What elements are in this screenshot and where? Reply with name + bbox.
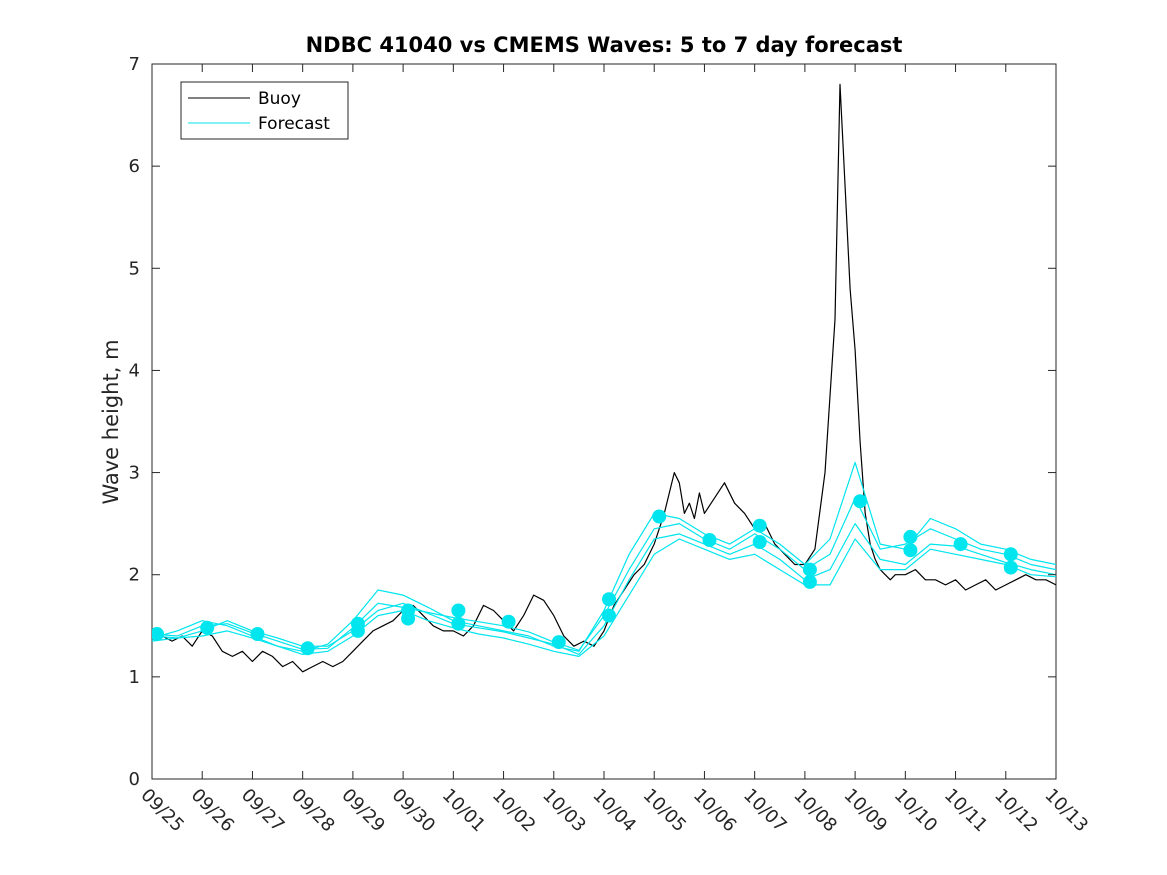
forecast-marker <box>602 608 616 623</box>
plot-frame <box>151 63 1057 780</box>
x-tick-label: 09/29 <box>337 785 389 837</box>
forecast-marker <box>853 494 868 509</box>
x-axis: 09/2509/2609/2709/2809/2909/3010/0110/02… <box>136 64 1092 836</box>
forecast-marker <box>1003 547 1018 562</box>
forecast-marker <box>702 533 717 547</box>
x-tick-label: 10/11 <box>940 785 992 837</box>
y-tick-label: 7 <box>129 54 140 75</box>
forecast-marker <box>903 543 918 558</box>
y-tick-label: 3 <box>129 463 140 484</box>
x-tick-label: 09/26 <box>187 785 239 837</box>
chart-title: NDBC 41040 vs CMEMS Waves: 5 to 7 day fo… <box>306 33 903 57</box>
forecast-series-line-4 <box>152 538 1056 658</box>
x-tick-label: 10/08 <box>789 785 841 837</box>
forecast-marker <box>602 592 616 607</box>
forecast-marker <box>551 635 566 650</box>
forecast-marker <box>451 603 466 618</box>
x-tick-label: 10/13 <box>1040 785 1092 837</box>
forecast-marker <box>350 623 365 638</box>
forecast-marker <box>652 509 667 524</box>
legend-label-buoy: Buoy <box>258 89 301 109</box>
x-tick-label: 10/03 <box>538 785 590 837</box>
y-tick-label: 0 <box>129 769 140 790</box>
forecast-marker <box>752 535 767 549</box>
forecast-marker <box>802 574 817 589</box>
y-axis-label: Wave height, m <box>99 339 123 504</box>
legend-box <box>180 81 349 140</box>
forecast-marker <box>752 518 767 533</box>
y-axis: 0 1 2 3 4 5 6 7 <box>129 54 1056 790</box>
x-tick-label: 09/25 <box>136 785 188 837</box>
x-tick-label: 10/04 <box>588 785 640 837</box>
forecast-marker <box>953 537 968 552</box>
forecast-series-line-3 <box>152 522 1056 656</box>
y-tick-label: 4 <box>129 360 140 381</box>
x-tick-label: 10/05 <box>639 785 691 837</box>
x-tick-label: 09/28 <box>287 785 339 837</box>
buoy-series-line <box>152 83 1056 673</box>
forecast-marker <box>451 616 466 631</box>
y-tick-label: 1 <box>129 667 140 688</box>
forecast-marker <box>501 614 516 629</box>
x-tick-label: 10/09 <box>840 785 892 837</box>
x-tick-label: 10/01 <box>438 785 490 837</box>
y-tick-label: 2 <box>129 565 140 586</box>
x-tick-label: 10/07 <box>739 785 791 837</box>
forecast-marker <box>401 611 416 626</box>
x-tick-label: 10/10 <box>890 785 942 837</box>
x-tick-label: 09/27 <box>237 785 289 837</box>
forecast-marker <box>300 641 315 656</box>
x-tick-label: 10/12 <box>990 785 1042 837</box>
x-tick-label: 10/06 <box>689 785 741 837</box>
forecast-marker <box>903 529 918 544</box>
forecast-marker <box>1003 560 1018 575</box>
forecast-marker <box>152 627 164 641</box>
x-tick-label: 09/30 <box>388 785 440 837</box>
y-tick-label: 5 <box>129 258 140 279</box>
y-tick-label: 6 <box>129 156 140 177</box>
forecast-marker <box>802 562 817 577</box>
legend-label-forecast: Forecast <box>258 114 330 134</box>
x-tick-label: 10/02 <box>488 785 540 837</box>
forecast-marker <box>200 620 215 635</box>
legend: Buoy Forecast <box>180 81 349 140</box>
plot-area <box>151 63 1057 780</box>
forecast-marker <box>250 627 265 641</box>
